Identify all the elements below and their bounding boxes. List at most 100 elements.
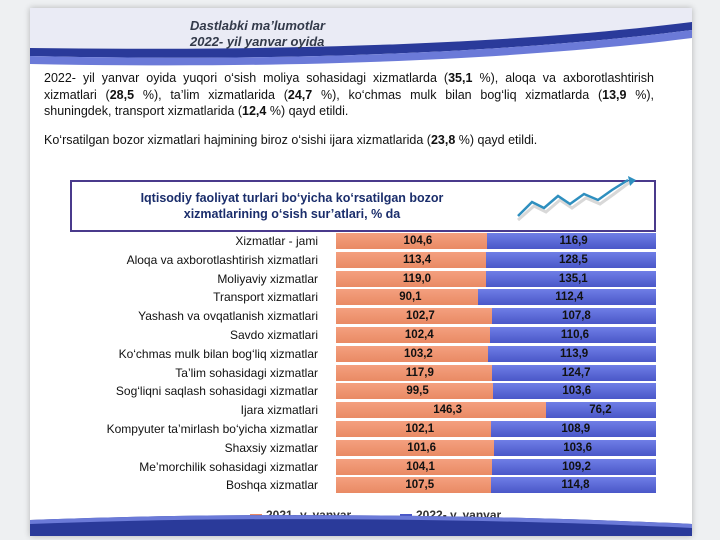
value-label-2022: 107,8 xyxy=(562,310,591,323)
chart-row: Aloqa va axborotlashtirish xizmatlari 113… xyxy=(30,251,692,269)
chart-row: Yashash va ovqatlanish xizmatlari 102,7 10… xyxy=(30,307,692,325)
bar-2022 xyxy=(488,345,656,362)
bar-track: 90,1 112,4 xyxy=(336,289,656,306)
category-label: Moliyaviy xizmatlar xyxy=(217,271,318,286)
bar-2022 xyxy=(494,439,656,456)
value-label-2021: 99,5 xyxy=(406,385,429,398)
category-label: Aloqa va axborotlashtirish xizmatlari xyxy=(126,252,318,267)
bar-2022 xyxy=(546,402,656,419)
category-label: Ko‘chmas mulk bilan bog‘liq xizmatlar xyxy=(118,346,318,361)
bar-2022 xyxy=(489,327,656,343)
bar-2021 xyxy=(336,233,488,249)
value-label-2022: 114,8 xyxy=(561,479,590,492)
paragraph-text: Ko‘rsatilgan bozor xizmatlari hajmining … xyxy=(44,133,431,147)
chart-title-line2: xizmatlarining o‘sish sur’atlari, % da xyxy=(183,207,401,221)
percent-value: 35,1 xyxy=(448,71,473,85)
chart-row: Me’morchilik sohasidagi xizmatlar 104,1 10… xyxy=(30,458,692,476)
bar-2021 xyxy=(336,327,490,343)
value-label-2022: 113,9 xyxy=(560,347,589,360)
value-label-2021: 146,3 xyxy=(433,404,462,417)
bar-2022 xyxy=(486,251,656,268)
value-label-2022: 124,7 xyxy=(561,366,591,379)
chart-row: Transport xizmatlari 90,1 112,4 xyxy=(30,288,692,306)
slide: Dastlabki ma’lumotlar 2022- yil yanvar o… xyxy=(30,8,692,536)
category-label: Boshqa xizmatlar xyxy=(225,478,318,493)
value-label-2021: 117,9 xyxy=(405,366,434,379)
growth-line-icon xyxy=(517,176,636,222)
header-title-line1: Dastlabki ma’lumotlar xyxy=(190,18,326,33)
value-label-2021: 119,0 xyxy=(402,272,432,285)
value-label-2022: 103,6 xyxy=(563,441,592,454)
value-label-2021: 103,2 xyxy=(404,347,433,360)
bar-track: 102,1 108,9 xyxy=(336,421,656,437)
bar-2021 xyxy=(336,421,491,437)
bar-track: 119,0 135,1 xyxy=(336,270,656,287)
bar-2021 xyxy=(336,383,493,400)
bar-2021 xyxy=(336,251,486,268)
value-label-2022: 116,9 xyxy=(559,235,588,247)
chart-row: Xizmatlar - jami 104,6 116,9 xyxy=(30,232,692,250)
chart-row: Kompyuter ta’mirlash bo‘yicha xizmatlar 1… xyxy=(30,420,692,438)
bar-2021 xyxy=(336,364,492,381)
footer-wave-decoration xyxy=(30,515,692,536)
bar-2022 xyxy=(492,458,656,475)
value-label-2021: 113,4 xyxy=(403,253,432,266)
bar-2022 xyxy=(492,308,656,325)
value-label-2022: 108,9 xyxy=(561,423,591,435)
bar-2021 xyxy=(336,439,495,456)
bar-track: 104,1 109,2 xyxy=(336,458,656,475)
header-wave-decoration xyxy=(30,8,692,66)
chart-title: Iqtisodiy faoliyat turlari bo‘yicha ko‘r… xyxy=(82,190,502,222)
paragraph-text: %), ko‘chmas mulk bilan bog‘liq xizmatla… xyxy=(312,87,603,102)
bar-2021 xyxy=(336,270,486,287)
chart-row: Ijara xizmatlari 146,3 76,2 xyxy=(30,401,692,419)
value-label-2021: 90,1 xyxy=(399,291,422,304)
bar-2021 xyxy=(336,402,547,419)
chart-title-box: Iqtisodiy faoliyat turlari bo‘yicha ko‘r… xyxy=(70,176,656,232)
paragraph-text: %) qayd etildi. xyxy=(455,133,538,147)
bar-2022 xyxy=(491,364,656,381)
value-label-2022: 103,6 xyxy=(562,385,592,398)
percent-value: 23,8 xyxy=(430,133,456,147)
value-label-2021: 102,1 xyxy=(405,423,435,435)
paragraph-text: %), aloqa va axborotlashtirish xizmatlar… xyxy=(44,71,654,102)
bar-2021 xyxy=(336,345,489,362)
value-label-2022: 76,2 xyxy=(589,404,612,417)
bar-2022 xyxy=(490,477,656,494)
bar-2021 xyxy=(336,477,491,494)
paragraph-text: 2022- yil yanvar oyida yuqori o‘sish mol… xyxy=(44,71,449,85)
bar-track: 107,5 114,8 xyxy=(336,477,656,494)
value-label-2022: 112,4 xyxy=(555,291,584,304)
value-label-2021: 102,7 xyxy=(406,310,435,323)
bar-2021 xyxy=(336,458,493,475)
header-title-line2: 2022- yil yanvar oyida xyxy=(190,34,325,49)
bar-track: 103,2 113,9 xyxy=(336,345,656,362)
category-label: Me’morchilik sohasidagi xizmatlar xyxy=(139,459,318,474)
percent-value: 24,7 xyxy=(287,87,313,102)
bar-track: 102,4 110,6 xyxy=(336,327,656,343)
percent-value: 28,5 xyxy=(109,87,135,102)
value-label-2021: 104,6 xyxy=(403,235,433,247)
value-label-2022: 109,2 xyxy=(562,460,591,473)
bar-2022 xyxy=(490,421,656,437)
percent-value: 12,4 xyxy=(242,104,267,118)
bar-track: 102,7 107,8 xyxy=(336,308,656,325)
bar-track: 99,5 103,6 xyxy=(336,383,656,400)
value-label-2021: 107,5 xyxy=(405,479,435,492)
header-title: Dastlabki ma’lumotlar 2022- yil yanvar o… xyxy=(190,18,325,50)
value-label-2022: 110,6 xyxy=(560,329,590,341)
category-label: Transport xizmatlari xyxy=(213,290,318,305)
paragraph-text: %), ta’lim xizmatlarida ( xyxy=(134,87,288,102)
rent-paragraph: Ko‘rsatilgan bozor xizmatlari hajmining … xyxy=(44,132,654,149)
bar-2022 xyxy=(478,289,656,306)
chart-title-line1: Iqtisodiy faoliyat turlari bo‘yicha ko‘r… xyxy=(140,191,444,205)
paragraph-text: %), shuningdek, transport xizmatlarida ( xyxy=(44,87,654,119)
bar-2021 xyxy=(336,289,479,306)
chart-row: Ta’lim sohasidagi xizmatlar 117,9 124,7 xyxy=(30,364,692,382)
value-label-2021: 102,4 xyxy=(404,329,434,341)
chart-row: Moliyaviy xizmatlar 119,0 135,1 xyxy=(30,270,692,288)
bar-2022 xyxy=(485,270,656,287)
category-label: Kompyuter ta’mirlash bo‘yicha xizmatlar xyxy=(106,422,318,436)
bar-2022 xyxy=(487,233,656,249)
category-label: Xizmatlar - jami xyxy=(235,234,318,248)
